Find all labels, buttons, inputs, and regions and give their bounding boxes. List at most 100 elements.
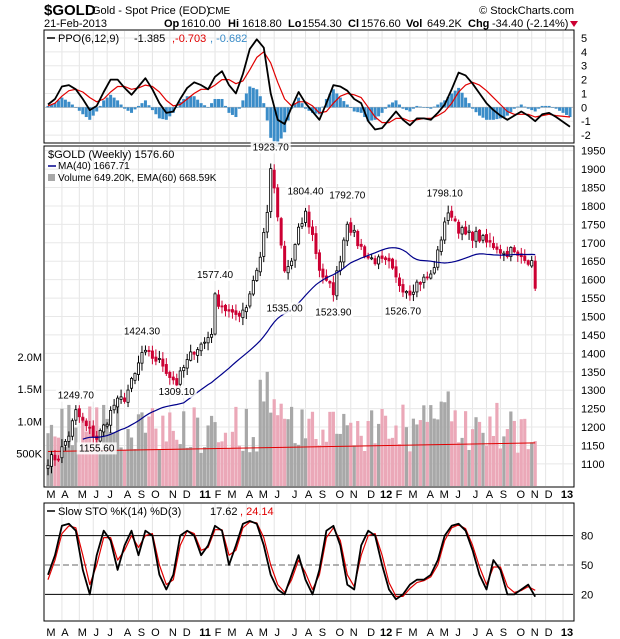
ppo-histogram-bar bbox=[220, 98, 224, 108]
ppo-histogram-bar bbox=[373, 107, 377, 120]
price-tick-label: 1350 bbox=[581, 367, 605, 379]
volume-bar bbox=[446, 391, 450, 486]
price-month-label: J bbox=[93, 489, 99, 501]
candle-body bbox=[279, 218, 283, 246]
stoch-month-label: M bbox=[440, 627, 449, 639]
ppo-histogram-bar bbox=[161, 107, 165, 120]
price-month-label: O bbox=[517, 489, 526, 501]
candle-body bbox=[283, 245, 287, 272]
stoch-month-label: J bbox=[292, 627, 298, 639]
price-tick-label: 1850 bbox=[581, 183, 605, 195]
candle-body bbox=[88, 426, 92, 429]
ppo-tick-label: -2 bbox=[581, 130, 591, 142]
stoch-month-label: 11 bbox=[199, 627, 211, 639]
candle-body bbox=[102, 424, 106, 433]
quote-strip: Op 1610.00 Hi 1618.80 Lo 1554.30 Cl 1576… bbox=[164, 18, 568, 30]
volume-bar bbox=[244, 408, 248, 486]
volume-bar bbox=[164, 441, 168, 486]
volume-bar bbox=[390, 437, 395, 486]
candle-body bbox=[495, 246, 499, 250]
ppo-histogram-bar bbox=[276, 107, 280, 145]
volume-bar bbox=[234, 406, 238, 486]
annotation-bg bbox=[195, 268, 236, 281]
candle-body bbox=[53, 454, 57, 461]
volume-bar bbox=[380, 408, 384, 486]
ppo-histogram-bar bbox=[56, 100, 60, 108]
volume-bar bbox=[303, 438, 308, 486]
stoch-k-value: 17.62 bbox=[210, 506, 238, 518]
price-month-label: N bbox=[350, 489, 358, 501]
candle-body bbox=[391, 258, 395, 269]
volume-bar bbox=[258, 379, 262, 486]
ppo-histogram-bar bbox=[370, 107, 374, 121]
ppo-hist-value: , -0.682 bbox=[210, 33, 247, 45]
change-label: Chg bbox=[468, 18, 489, 30]
volume-bar bbox=[474, 417, 478, 486]
candle-body bbox=[130, 378, 134, 389]
volume-bar bbox=[453, 410, 457, 486]
ppo-histogram-bar bbox=[203, 105, 207, 108]
volume-bar bbox=[523, 418, 527, 486]
ppo-histogram-bar bbox=[418, 106, 422, 108]
stoch-month-label: S bbox=[319, 627, 326, 639]
ppo-histogram-bar bbox=[478, 107, 482, 116]
ppo-histogram-bar bbox=[283, 107, 287, 133]
ppo-histogram-bar bbox=[558, 107, 562, 111]
symbol-title: $GOLD bbox=[44, 2, 96, 19]
ppo-histogram-bar bbox=[119, 104, 123, 108]
price-tick-label: 1950 bbox=[581, 146, 605, 158]
candle-body bbox=[67, 435, 71, 442]
ppo-histogram-bar bbox=[460, 92, 464, 108]
volume-bar bbox=[203, 447, 207, 486]
ppo-histogram-bar bbox=[234, 107, 238, 118]
candle-body bbox=[335, 270, 339, 297]
volume-bar bbox=[342, 413, 346, 486]
price-annotation: 1535.00 bbox=[267, 304, 304, 315]
ppo-histogram-bar bbox=[345, 104, 349, 108]
ppo-histogram-bar bbox=[436, 104, 440, 108]
volume-label: Vol bbox=[406, 18, 422, 30]
high-label: Hi bbox=[228, 18, 239, 30]
ppo-histogram-bar bbox=[136, 105, 140, 108]
candle-body bbox=[91, 425, 95, 438]
ppo-histogram-bar bbox=[84, 107, 88, 118]
ppo-histogram-bar bbox=[227, 107, 231, 113]
ppo-histogram-bar bbox=[484, 107, 488, 120]
ppo-histogram-bar bbox=[384, 107, 388, 109]
candle-body bbox=[234, 310, 238, 315]
annotation-bg bbox=[327, 189, 368, 202]
volume-bar bbox=[216, 442, 221, 486]
ppo-signal-value: ,-0.703 bbox=[172, 33, 206, 45]
ppo-histogram-bar bbox=[408, 107, 412, 112]
volume-bar bbox=[189, 446, 193, 486]
volume-bar bbox=[359, 435, 363, 486]
price-month-label: M bbox=[408, 489, 417, 501]
price-month-label: O bbox=[336, 489, 345, 501]
price-month-label: J bbox=[455, 489, 461, 501]
ppo-histogram-bar bbox=[98, 105, 102, 108]
candle-body bbox=[105, 423, 109, 427]
ppo-histogram-bar bbox=[293, 103, 297, 108]
candle-body bbox=[286, 266, 290, 274]
candle-body bbox=[516, 251, 520, 256]
ppo-histogram-bar bbox=[464, 97, 468, 108]
stoch-k-line bbox=[47, 520, 536, 601]
price-annotation: 1804.40 bbox=[287, 186, 324, 197]
stoch-month-label: 13 bbox=[561, 627, 573, 639]
stoch-month-label: N bbox=[169, 627, 177, 639]
candle-body bbox=[363, 246, 367, 257]
ppo-histogram-bar bbox=[67, 101, 71, 108]
ppo-histogram-bar bbox=[196, 99, 200, 108]
candle-body bbox=[450, 210, 454, 218]
ppo-histogram-bar bbox=[547, 105, 551, 108]
ppo-histogram-bar bbox=[230, 107, 234, 115]
price-month-label: F bbox=[215, 489, 222, 501]
volume-bar bbox=[300, 409, 304, 486]
price-tick-label: 1450 bbox=[581, 330, 605, 342]
stoch-month-label: S bbox=[500, 627, 507, 639]
ppo-panel-frame bbox=[43, 29, 575, 144]
annotation-bg bbox=[313, 306, 354, 319]
volume-bar bbox=[352, 445, 356, 486]
open-value: 1610.00 bbox=[181, 18, 221, 30]
ppo-histogram-bar bbox=[53, 103, 57, 108]
